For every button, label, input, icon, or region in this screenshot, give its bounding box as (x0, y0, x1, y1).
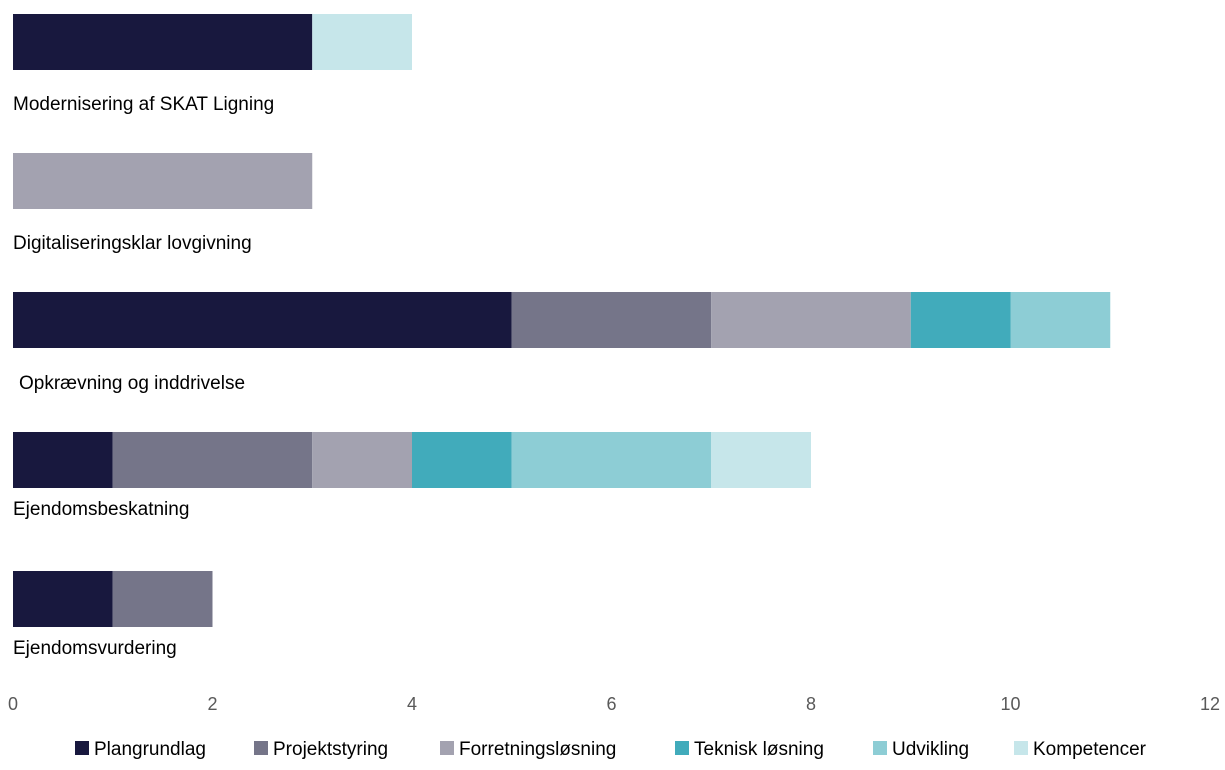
category-label: Digitaliseringsklar lovgivning (13, 233, 252, 254)
legend-label-udvikling: Udvikling (892, 739, 969, 760)
category-label: Modernisering af SKAT Ligning (13, 94, 274, 115)
bar-digitaliseringsklar-lovgivning-forretningslosning (13, 153, 313, 209)
bar-opkraevning-og-inddrivelse-forretningslosning (711, 292, 911, 348)
x-tick-label: 0 (8, 694, 18, 714)
category-label: Ejendomsbeskatning (13, 499, 189, 520)
legend-label-teknisk-losning: Teknisk løsning (694, 739, 824, 760)
bar-modernisering-af-skat-ligning-plangrundlag (13, 14, 313, 70)
bar-ejendomsvurdering-plangrundlag (13, 571, 113, 627)
x-tick-label: 6 (606, 694, 616, 714)
bars-layer (13, 14, 1111, 627)
bar-ejendomsbeskatning-teknisk-losning (412, 432, 512, 488)
category-label: Ejendomsvurdering (13, 638, 177, 659)
legend-swatch-teknisk-losning (675, 741, 689, 755)
category-labels: Modernisering af SKAT Ligning Digitaliser… (13, 94, 274, 659)
legend-label-projektstyring: Projektstyring (273, 739, 388, 760)
legend-swatch-projektstyring (254, 741, 268, 755)
bar-opkraevning-og-inddrivelse-udvikling (1010, 292, 1111, 348)
legend-swatch-forretningslosning (440, 741, 454, 755)
bar-ejendomsbeskatning-udvikling (511, 432, 712, 488)
bar-ejendomsbeskatning-projektstyring (112, 432, 313, 488)
x-tick-label: 12 (1200, 694, 1220, 714)
bar-opkraevning-og-inddrivelse-teknisk-losning (910, 292, 1011, 348)
bar-ejendomsbeskatning-kompetencer (711, 432, 811, 488)
x-tick-label: 8 (806, 694, 816, 714)
x-axis-ticks: 0 2 4 6 8 10 12 (8, 694, 1220, 714)
bar-ejendomsbeskatning-plangrundlag (13, 432, 113, 488)
category-label: Opkrævning og inddrivelse (19, 373, 245, 394)
legend-swatch-kompetencer (1014, 741, 1028, 755)
bar-opkraevning-og-inddrivelse-projektstyring (511, 292, 712, 348)
legend-label-forretningslosning: Forretningsløsning (459, 739, 616, 760)
bar-modernisering-af-skat-ligning-kompetencer (312, 14, 412, 70)
bar-ejendomsvurdering-projektstyring (112, 571, 213, 627)
legend-swatch-udvikling (873, 741, 887, 755)
legend-label-kompetencer: Kompetencer (1033, 739, 1147, 760)
x-tick-label: 10 (1000, 694, 1020, 714)
bar-ejendomsbeskatning-forretningslosning (312, 432, 412, 488)
legend: Plangrundlag Projektstyring Forretningsløs… (75, 739, 1147, 760)
x-tick-label: 4 (407, 694, 417, 714)
legend-label-plangrundlag: Plangrundlag (94, 739, 206, 760)
bar-opkraevning-og-inddrivelse-plangrundlag (13, 292, 512, 348)
x-tick-label: 2 (207, 694, 217, 714)
legend-swatch-plangrundlag (75, 741, 89, 755)
